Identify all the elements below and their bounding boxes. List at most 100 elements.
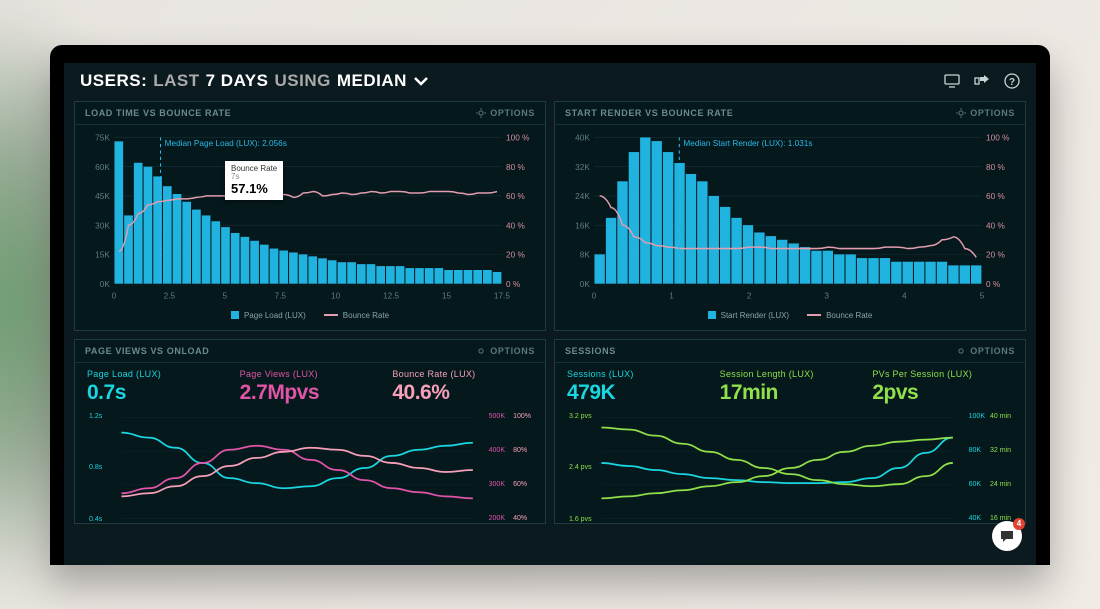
page-title[interactable]: USERS: LAST 7 DAYS USING MEDIAN [80,71,429,91]
topbar-icons: ? [944,73,1020,89]
legend-item: Bounce Rate [807,311,872,320]
stat-label: PVs Per Session (LUX) [872,369,1013,379]
stat-row: Page Load (LUX) 0.7s Page Views (LUX) 2.… [75,363,545,409]
legend-item: Start Render (LUX) [708,311,789,320]
svg-text:7.5: 7.5 [275,290,287,300]
chevron-down-icon[interactable] [413,75,429,87]
panel-sessions: SESSIONS OPTIONS Sessions (LUX) 479K Ses… [554,339,1026,524]
options-button[interactable]: OPTIONS [956,108,1015,118]
bar-line-chart: 0K15K30K45K60K75K0 %20 %40 %60 %80 %100 … [83,131,537,303]
svg-text:30K: 30K [95,220,110,230]
panel-pageviews-onload: PAGE VIEWS VS ONLOAD OPTIONS Page Load (… [74,339,546,524]
svg-text:40K: 40K [575,132,590,142]
y-axis-right-2: 40 min 32 min 24 min 16 min [990,413,1011,523]
y-axis-left: 1.2s 0.8s 0.4s [89,413,102,523]
svg-text:60K: 60K [95,161,110,171]
legend: Start Render (LUX) Bounce Rate [555,307,1025,324]
svg-text:5: 5 [980,290,985,300]
panel-render-vs-bounce: START RENDER VS BOUNCE RATE OPTIONS 0K8K… [554,101,1026,331]
legend: Page Load (LUX) Bounce Rate [75,307,545,324]
panel-header: LOAD TIME VS BOUNCE RATE OPTIONS [75,102,545,125]
svg-text:5: 5 [223,290,228,300]
panel-header: START RENDER VS BOUNCE RATE OPTIONS [555,102,1025,125]
gear-icon [476,108,486,118]
chat-icon [999,528,1015,544]
options-button[interactable]: OPTIONS [476,108,535,118]
stat-label: Page Views (LUX) [240,369,381,379]
svg-text:17.5: 17.5 [494,290,510,300]
gear-icon [956,346,966,356]
panel-load-vs-bounce: LOAD TIME VS BOUNCE RATE OPTIONS 0K 15K 30… [74,101,546,331]
svg-text:80 %: 80 % [506,161,525,171]
svg-text:0 %: 0 % [506,278,521,288]
svg-text:8K: 8K [580,249,590,259]
panel-title: START RENDER VS BOUNCE RATE [565,108,733,118]
svg-text:Median Page Load (LUX): 2.056s: Median Page Load (LUX): 2.056s [165,137,287,147]
chat-widget[interactable]: 4 [992,521,1022,551]
legend-swatch [807,314,821,316]
svg-text:16K: 16K [575,220,590,230]
stat-col: Sessions (LUX) 479K [561,367,714,407]
help-icon[interactable]: ? [1004,73,1020,89]
legend-item: Bounce Rate [324,311,389,320]
tooltip-value: 57.1% [231,182,277,196]
legend-item: Page Load (LUX) [231,311,306,320]
stat-row: Sessions (LUX) 479K Session Length (LUX)… [555,363,1025,409]
svg-text:15: 15 [442,290,451,300]
line-chart-body: 3.2 pvs 2.4 pvs 1.6 pvs 100K 80K 60K 40K… [565,413,1015,523]
badge: 4 [1013,518,1025,530]
stat-value: 40.6% [392,381,533,405]
stat-label: Bounce Rate (LUX) [392,369,533,379]
stat-label: Page Load (LUX) [87,369,228,379]
bar-line-chart: 0K8K16K24K32K40K0 %20 %40 %60 %80 %100 %… [563,131,1017,303]
svg-text:80 %: 80 % [986,161,1005,171]
chart-body: 0K15K30K45K60K75K0 %20 %40 %60 %80 %100 … [75,125,545,307]
svg-text:3: 3 [824,290,829,300]
svg-text:12.5: 12.5 [383,290,399,300]
stat-value: 0.7s [87,381,228,405]
y-axis-left: 3.2 pvs 2.4 pvs 1.6 pvs [569,413,592,523]
svg-text:60 %: 60 % [506,190,525,200]
stat-value: 479K [567,381,708,405]
line-chart [85,413,535,523]
topbar: USERS: LAST 7 DAYS USING MEDIAN ? [64,63,1036,101]
title-range-light: LAST [153,71,199,91]
stat-col: Page Load (LUX) 0.7s [81,367,234,407]
panels-grid: LOAD TIME VS BOUNCE RATE OPTIONS 0K15K30… [64,101,1036,524]
svg-text:0 %: 0 % [986,278,1001,288]
monitor-icon[interactable] [944,73,960,89]
y-axis-right-2: 100% 80% 60% 40% [513,413,531,523]
svg-text:20 %: 20 % [986,249,1005,259]
chart-body: 0K8K16K24K32K40K0 %20 %40 %60 %80 %100 %… [555,125,1025,307]
laptop-frame: USERS: LAST 7 DAYS USING MEDIAN ? LOAD T… [50,45,1050,565]
svg-text:Median Start Render (LUX): 1.0: Median Start Render (LUX): 1.031s [683,137,812,147]
options-button[interactable]: OPTIONS [956,346,1015,356]
svg-text:40 %: 40 % [506,220,525,230]
svg-text:15K: 15K [95,249,110,259]
stat-value: 17min [720,381,861,405]
stat-value: 2.7Mpvs [240,381,381,405]
y-axis-right-1: 100K 80K 60K 40K [969,413,985,523]
svg-text:45K: 45K [95,190,110,200]
stat-label: Sessions (LUX) [567,369,708,379]
gear-icon [956,108,966,118]
stat-col: Bounce Rate (LUX) 40.6% [386,367,539,407]
svg-text:2.5: 2.5 [164,290,176,300]
line-chart-body: 1.2s 0.8s 0.4s 500K 400K 300K 200K 100% … [85,413,535,523]
stat-col: Page Views (LUX) 2.7Mpvs [234,367,387,407]
title-range-bold: 7 DAYS [206,71,269,91]
svg-text:0K: 0K [100,278,110,288]
svg-text:100 %: 100 % [986,132,1010,142]
share-icon[interactable] [974,73,990,89]
svg-text:75K: 75K [95,132,110,142]
svg-text:0: 0 [592,290,597,300]
legend-swatch [231,311,239,319]
stat-col: PVs Per Session (LUX) 2pvs [866,367,1019,407]
svg-text:32K: 32K [575,161,590,171]
title-using-bold: MEDIAN [337,71,407,91]
legend-swatch [708,311,716,319]
gear-icon [476,346,486,356]
svg-text:0: 0 [112,290,117,300]
panel-header: PAGE VIEWS VS ONLOAD OPTIONS [75,340,545,363]
options-button[interactable]: OPTIONS [476,346,535,356]
